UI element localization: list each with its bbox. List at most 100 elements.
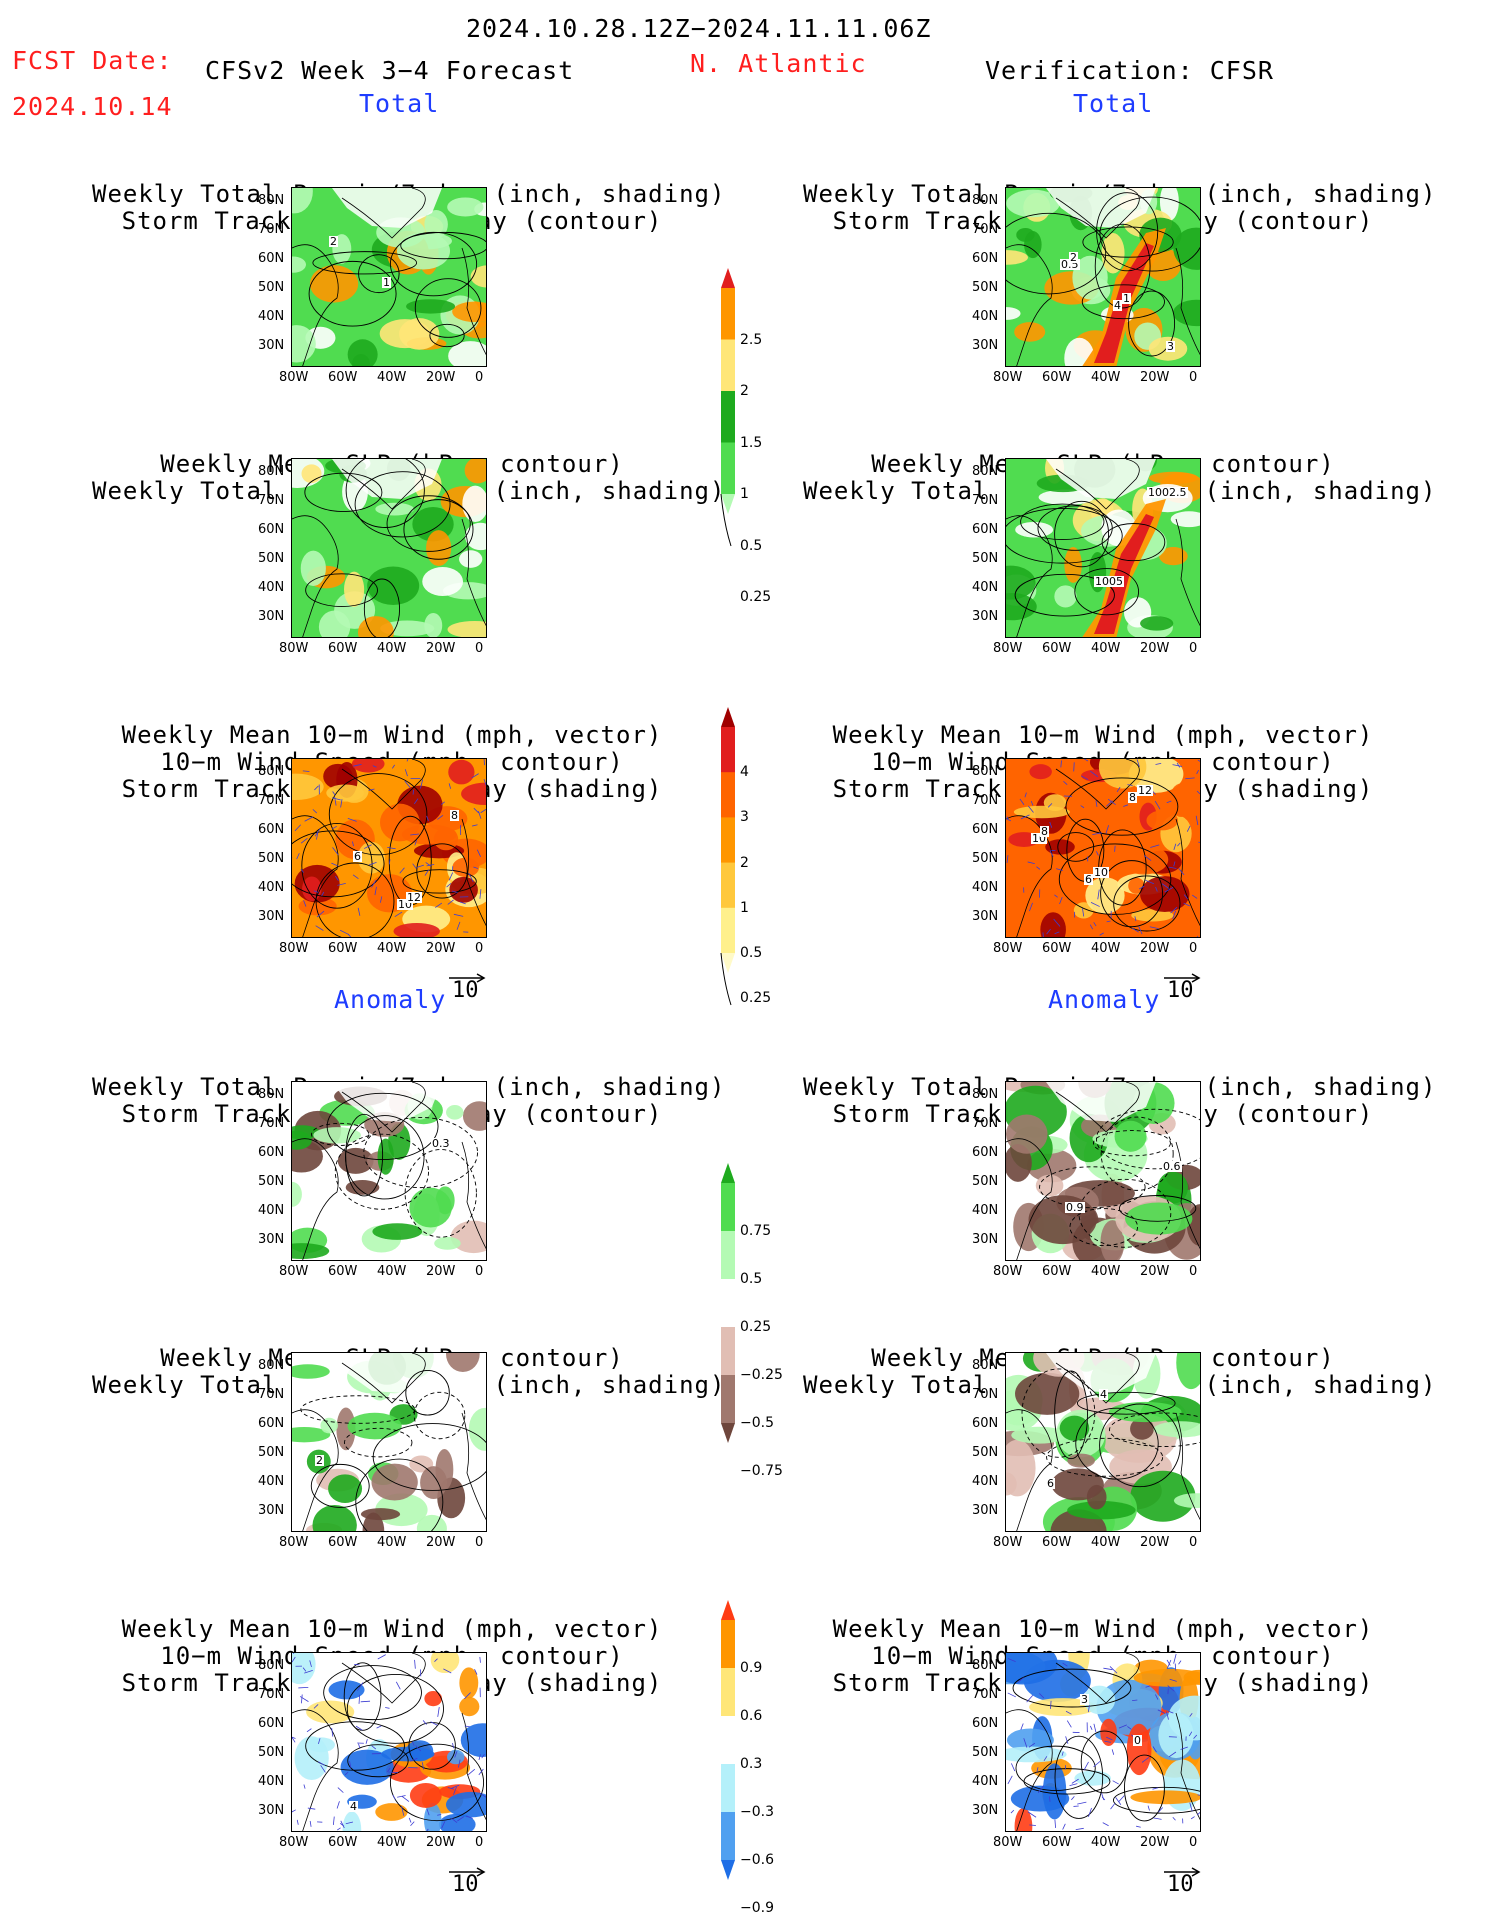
contour-label: 0.6 — [1162, 1160, 1182, 1173]
lon-tick-label: 80W — [279, 1535, 309, 1550]
colorbar-tick-label: −0.3 — [740, 1804, 774, 1820]
lon-tick-label: 80W — [993, 641, 1023, 656]
colorbar-storm-total: 4 3 2 1 0.5 0.25 — [720, 707, 771, 1013]
lat-tick-label: 50N — [258, 1745, 285, 1760]
colorbar-tick-label: −0.6 — [740, 1852, 774, 1868]
section-total-left: Total — [359, 89, 440, 118]
colorbar-tick-label: 0.5 — [740, 1271, 763, 1287]
lat-tick-label: 70N — [258, 1687, 285, 1702]
lon-tick-label: 60W — [1042, 1535, 1072, 1550]
map-left-wind-anom: 4 — [291, 1652, 487, 1832]
colorbar-tick-label: 0.75 — [740, 1223, 772, 1239]
contour-label: 0.5 — [1060, 258, 1080, 271]
lon-tick-label: 80W — [279, 1835, 309, 1850]
lon-tick-label: 0 — [1189, 1835, 1198, 1850]
contour-label: 6 — [1046, 1477, 1055, 1490]
colorbar-tick-label: 1 — [740, 486, 749, 502]
lon-tick-label: 60W — [328, 1835, 358, 1850]
lat-tick-label: 30N — [258, 609, 285, 624]
map-left-precip-anom: 0.3 — [291, 1081, 487, 1261]
lon-tick-label: 0 — [1189, 1264, 1198, 1279]
lat-tick-label: 50N — [258, 280, 285, 295]
contour-label: 1 — [1122, 292, 1131, 305]
lat-tick-label: 60N — [258, 522, 285, 537]
lat-tick-label: 70N — [258, 493, 285, 508]
colorbar-tick-label: 0.9 — [740, 1660, 763, 1676]
lon-tick-label: 0 — [1189, 370, 1198, 385]
lat-tick-label: 50N — [258, 551, 285, 566]
lon-tick-label: 20W — [1140, 1264, 1170, 1279]
contour-label: 4 — [349, 1800, 358, 1813]
vector-ref-left-anom: 10 — [447, 1862, 487, 1896]
lat-tick-label: 60N — [258, 1716, 285, 1731]
verification-label: Verification: CFSR — [985, 56, 1274, 85]
colorbar-tick-label: 2 — [740, 854, 749, 871]
lat-tick-label: 50N — [972, 280, 999, 295]
colorbar-tick-label: −0.25 — [740, 1367, 783, 1383]
colorbar-tick-label: 0.5 — [740, 945, 763, 961]
map-left-slp-total — [291, 458, 487, 638]
lat-tick-label: 70N — [972, 793, 999, 808]
lat-tick-label: 50N — [972, 851, 999, 866]
lat-tick-label: 30N — [258, 1503, 285, 1518]
lon-tick-label: 0 — [475, 1835, 484, 1850]
lon-tick-label: 20W — [1140, 641, 1170, 656]
lon-tick-label: 60W — [328, 1535, 358, 1550]
contour-label: 8 — [1040, 825, 1049, 838]
lat-tick-label: 70N — [258, 1387, 285, 1402]
contour-label: 6 — [353, 850, 362, 863]
contour-label: 12 — [1137, 784, 1153, 797]
contour-label: 1005 — [1094, 575, 1124, 588]
lat-tick-label: 80N — [258, 764, 285, 779]
lon-tick-label: 0 — [475, 370, 484, 385]
lon-tick-label: 60W — [328, 370, 358, 385]
lon-tick-label: 20W — [426, 370, 456, 385]
contour-label: 8 — [450, 809, 459, 822]
lon-tick-label: 0 — [475, 641, 484, 656]
lon-tick-label: 20W — [426, 1535, 456, 1550]
colorbar-tick-label: 3 — [740, 809, 749, 826]
lon-tick-label: 20W — [426, 1835, 456, 1850]
lon-tick-label: 80W — [993, 1264, 1023, 1279]
lat-tick-label: 60N — [972, 1716, 999, 1731]
lat-tick-label: 70N — [972, 1387, 999, 1402]
colorbar-storm-anom: 0.9 0.6 0.3 −0.3 −0.6 −0.9 — [720, 1600, 774, 1916]
contour-label: 3 — [1080, 1693, 1089, 1706]
map-right-precip-anom: 0.6 0.9 — [1005, 1081, 1201, 1261]
lon-tick-label: 80W — [993, 1535, 1023, 1550]
colorbar-tick-label: 0.25 — [740, 589, 772, 605]
contour-label: 0.3 — [431, 1137, 451, 1150]
section-total-right: Total — [1073, 89, 1154, 118]
lon-tick-label: 60W — [328, 1264, 358, 1279]
colorbar-tick-label: −0.75 — [740, 1463, 783, 1479]
lat-tick-label: 50N — [972, 1174, 999, 1189]
lat-tick-label: 50N — [972, 1445, 999, 1460]
lat-tick-label: 80N — [972, 764, 999, 779]
lat-tick-label: 60N — [972, 1145, 999, 1160]
lat-tick-label: 40N — [258, 1474, 285, 1489]
date-range: 2024.10.28.12Z−2024.11.11.06Z — [466, 14, 932, 43]
map-left-wind-total: 10 8 6 12 — [291, 758, 487, 938]
lat-tick-label: 30N — [972, 1803, 999, 1818]
lon-tick-label: 0 — [475, 941, 484, 956]
contour-label: 2 — [1069, 251, 1078, 264]
contour-label: 10 — [1031, 832, 1047, 845]
lat-tick-label: 70N — [972, 1687, 999, 1702]
contour-label: 1 — [382, 276, 391, 289]
lat-tick-label: 40N — [972, 1774, 999, 1789]
lon-tick-label: 60W — [1042, 1835, 1072, 1850]
colorbar-tick-label: 2 — [740, 383, 749, 399]
map-right-slp-total: 1005 1002.5 — [1005, 458, 1201, 638]
lat-tick-label: 60N — [972, 251, 999, 266]
lon-tick-label: 60W — [328, 641, 358, 656]
colorbar-tick-label: 0.3 — [740, 1756, 763, 1772]
lon-tick-label: 60W — [328, 941, 358, 956]
lat-tick-label: 40N — [972, 580, 999, 595]
lat-tick-label: 40N — [972, 1203, 999, 1218]
lat-tick-label: 80N — [972, 1358, 999, 1373]
lat-tick-label: 80N — [972, 464, 999, 479]
contour-label: 4 — [1099, 1388, 1108, 1401]
